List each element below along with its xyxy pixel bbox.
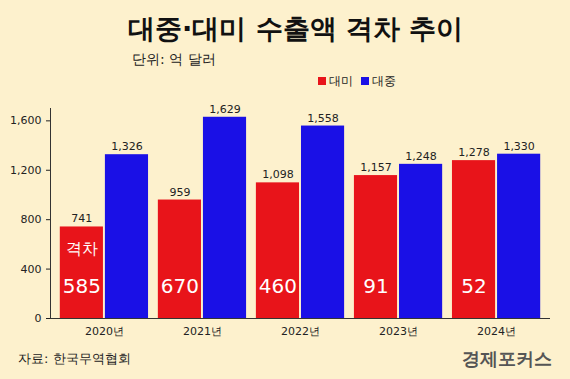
svg-text:1,200: 1,200 [10,164,42,177]
svg-text:1,629: 1,629 [209,103,241,116]
svg-text:1,326: 1,326 [111,140,142,153]
svg-text:1,248: 1,248 [405,150,437,163]
svg-text:격차: 격차 [66,239,98,258]
svg-text:2023년: 2023년 [379,325,418,338]
svg-text:741: 741 [71,212,92,225]
svg-text:0: 0 [35,312,42,325]
svg-text:2024년: 2024년 [477,325,516,338]
html-text:경제포커스: 경제포커스 [462,348,552,369]
html-text:대중·대미 수출액 격차 추이: 대중·대미 수출액 격차 추이 [128,13,464,44]
svg-text:91: 91 [363,274,388,298]
html-text:대미: 대미 [329,74,353,88]
html-text:자료: 한국무역협회: 자료: 한국무역협회 [18,351,131,366]
svg-text:800: 800 [21,213,42,226]
svg-text:670: 670 [161,274,199,298]
svg-text:2020년: 2020년 [85,325,124,338]
html-text:대중: 대중 [372,74,396,88]
svg-text:1,600: 1,600 [10,114,42,127]
svg-text:1,278: 1,278 [458,146,490,159]
svg-text:585: 585 [63,274,101,298]
svg-text:1,157: 1,157 [360,161,392,174]
html-text:단위: 억 달러: 단위: 억 달러 [132,51,216,67]
svg-text:959: 959 [169,186,190,199]
svg-text:1,330: 1,330 [503,140,535,153]
svg-text:1,098: 1,098 [262,168,294,181]
svg-text:1,558: 1,558 [307,112,339,125]
svg-text:2021년: 2021년 [183,325,222,338]
svg-text:400: 400 [21,263,42,276]
svg-text:52: 52 [461,274,486,298]
svg-text:2022년: 2022년 [281,325,320,338]
svg-text:460: 460 [259,274,297,298]
